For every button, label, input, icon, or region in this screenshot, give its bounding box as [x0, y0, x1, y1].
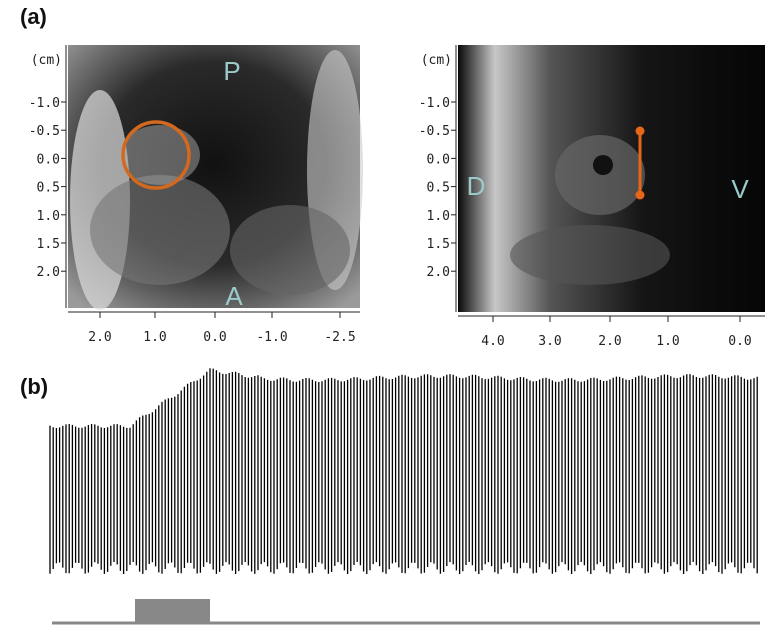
axis-unit: (cm)	[31, 53, 62, 68]
y-tick-label: 0.0	[37, 152, 60, 167]
y-tick-label: 2.0	[37, 265, 60, 280]
x-tick-label: -1.0	[256, 330, 287, 345]
y-tick-label: -0.5	[419, 124, 450, 139]
x-tick-label: 4.0	[481, 334, 504, 349]
x-tick-label: 2.0	[88, 330, 111, 345]
stimulus-bar	[135, 599, 210, 622]
y-tick-label: 0.5	[427, 181, 450, 196]
y-tick-label: 0.0	[427, 152, 450, 167]
axis-unit: (cm)	[421, 53, 452, 68]
y-tick-label: -1.0	[29, 96, 60, 111]
x-tick-label: 1.0	[143, 330, 166, 345]
y-tick-label: -1.0	[419, 96, 450, 111]
x-tick-label: -2.5	[324, 330, 355, 345]
x-tick-label: 0.0	[728, 334, 751, 349]
mri-image-left	[68, 45, 363, 310]
y-tick-label: 2.0	[427, 265, 450, 280]
orientation-marker: D	[467, 171, 486, 201]
recording-trace	[49, 368, 758, 574]
trace-spikes	[49, 368, 758, 574]
y-tick-label: 0.5	[37, 181, 60, 196]
y-tick-label: 1.5	[427, 237, 450, 252]
orientation-marker: V	[731, 174, 749, 204]
x-tick-label: 2.0	[598, 334, 621, 349]
x-tick-label: 0.0	[203, 330, 226, 345]
panel-label: (b)	[20, 374, 48, 399]
y-tick-label: 1.5	[37, 237, 60, 252]
mri-image-right	[458, 45, 765, 312]
x-tick-label: 3.0	[538, 334, 561, 349]
y-tick-label: -0.5	[29, 124, 60, 139]
orientation-marker: P	[223, 56, 240, 86]
orientation-marker: A	[225, 281, 243, 311]
y-tick-label: 1.0	[427, 209, 450, 224]
panel-label: (a)	[20, 4, 47, 29]
x-tick-label: 1.0	[656, 334, 679, 349]
y-tick-label: 1.0	[37, 209, 60, 224]
